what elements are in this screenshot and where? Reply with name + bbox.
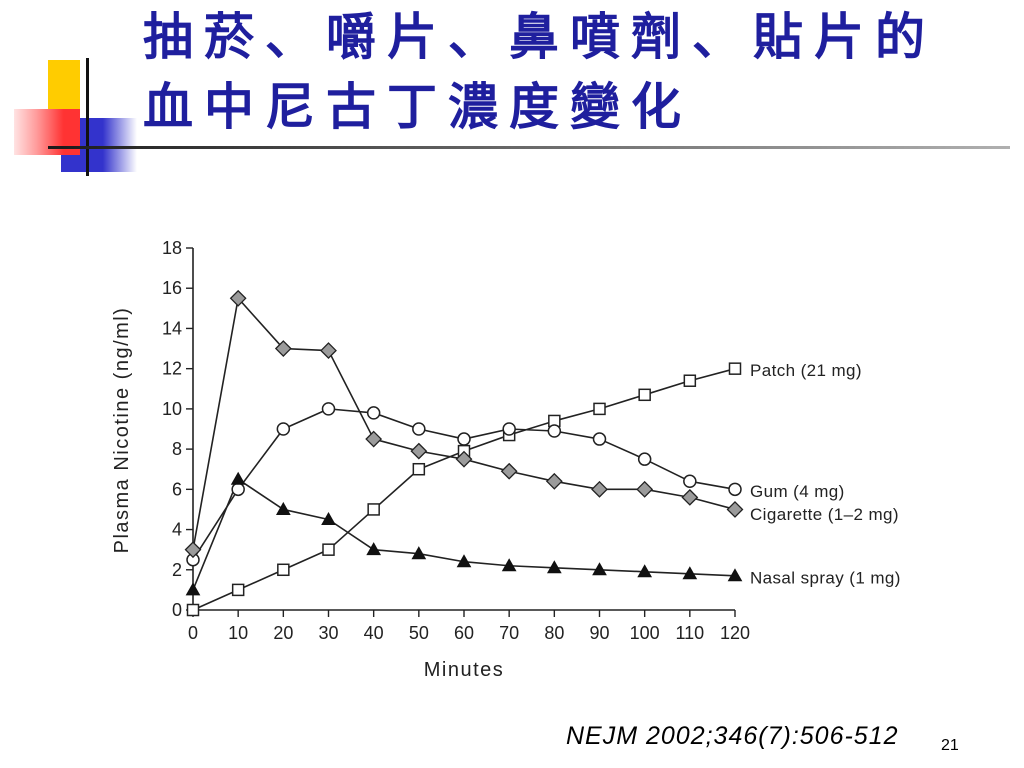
slide-title-line-2: 血中尼古丁濃度變化 [143,77,692,136]
y-tick-label: 0 [172,600,182,620]
y-tick-label: 10 [162,399,182,419]
patch-point [277,563,290,577]
x-tick-label: 120 [720,623,750,643]
gum-point [321,402,336,416]
nasal-spray-point [411,546,427,560]
nasal-spray-point [275,501,291,515]
gum-point [637,452,652,466]
patch-point [322,543,335,556]
gum-point [683,474,697,489]
gum-point [547,424,562,438]
nasal-spray-point [727,568,743,582]
patch-point [231,583,245,597]
slide-title-line-1: 抽菸、嚼片、鼻噴劑、貼片的 [143,7,936,66]
patch-point [412,462,426,476]
nasal-spray-point [456,554,472,568]
nasal-spray-point [592,562,607,576]
cigarette-point [545,472,563,490]
y-tick-label: 12 [162,359,182,379]
page-number: 21 [941,737,959,754]
nicotine-line-chart: 0 2 4 6 8 10 12 14 16 18 0 10 20 30 40 50 60 70 80 90 100 110… [111,238,901,681]
cigarette-point [681,488,699,506]
cigarette-point [184,541,202,559]
patch-legend-label: Patch (21 mg) [750,361,862,380]
cigarette-point [229,289,247,307]
x-tick-label: 80 [544,623,564,643]
y-tick-label: 6 [172,479,182,499]
gum-point [592,432,607,446]
cigarette-point [365,430,383,448]
decor-yellow-square [48,60,80,114]
series-markers [184,289,744,617]
nasal-spray-point [366,542,382,556]
gum-point [276,422,291,436]
patch-point [593,402,606,416]
y-tick-label: 8 [172,439,182,459]
x-tick-label: 0 [188,623,198,643]
cigarette-point [500,462,518,480]
x-tick-label: 60 [454,623,474,643]
x-tick-label: 40 [364,623,384,643]
y-tick-label: 2 [172,560,182,580]
slide-title: 抽菸、嚼片、鼻噴劑、貼片的 血中尼古丁濃度變化 [143,2,936,142]
cigarette-legend-label: Cigarette (1–2 mg) [750,505,899,524]
x-tick-label: 90 [589,623,609,643]
nasal-spray-point [321,511,336,525]
gum-line [192,408,736,561]
gum-point [502,422,516,436]
gum-point [412,422,426,436]
y-axis-title: Plasma Nicotine (ng/ml) [111,307,133,554]
cigarette-point [320,342,337,359]
cigarette-point [636,480,654,498]
nasal-spray-legend-label: Nasal spray (1 mg) [750,568,901,587]
patch-point [186,603,200,617]
patch-point [638,388,651,402]
decor-horizontal-rule [48,146,1010,149]
x-tick-label: 30 [318,623,338,643]
gum-point [366,406,381,420]
x-tick-label: 10 [228,623,248,643]
patch-line [192,367,736,611]
y-tick-label: 18 [162,238,182,258]
gum-point [457,432,471,446]
patch-point [683,374,697,387]
y-tick-label: 16 [162,278,182,298]
nasal-spray-point [682,566,698,580]
x-tick-label: 70 [499,623,519,643]
gum-point [231,482,245,497]
decor-vertical-rule [86,58,89,176]
patch-point [367,503,380,516]
cigarette-point [274,340,292,357]
nasal-spray-point [185,582,201,596]
nasal-spray-point [546,560,562,574]
nasal-spray-point [637,564,653,578]
cigarette-point [591,480,608,498]
x-tick-label: 100 [630,623,660,643]
gum-legend-label: Gum (4 mg) [750,482,845,501]
x-tick-label: 50 [409,623,429,643]
gum-point [728,482,742,497]
cigarette-point [410,442,428,460]
legend: Patch (21 mg) Gum (4 mg) Cigarette (1–2 mg… [750,361,901,587]
nasal-spray-point [230,471,246,485]
nasal-spray-point [501,558,517,572]
x-tick-label: 110 [675,623,704,643]
y-tick-label: 14 [162,318,182,338]
y-tick-label: 4 [172,520,182,540]
citation: NEJM 2002;346(7):506-512 [566,722,899,750]
x-axis-title: Minutes [424,659,505,681]
cigarette-point [455,450,473,468]
cigarette-line [192,297,736,550]
patch-point [728,362,742,375]
x-tick-label: 20 [273,623,293,643]
cigarette-point [726,501,744,518]
